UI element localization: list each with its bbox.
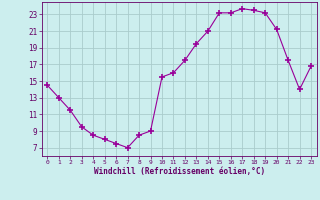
X-axis label: Windchill (Refroidissement éolien,°C): Windchill (Refroidissement éolien,°C) <box>94 167 265 176</box>
